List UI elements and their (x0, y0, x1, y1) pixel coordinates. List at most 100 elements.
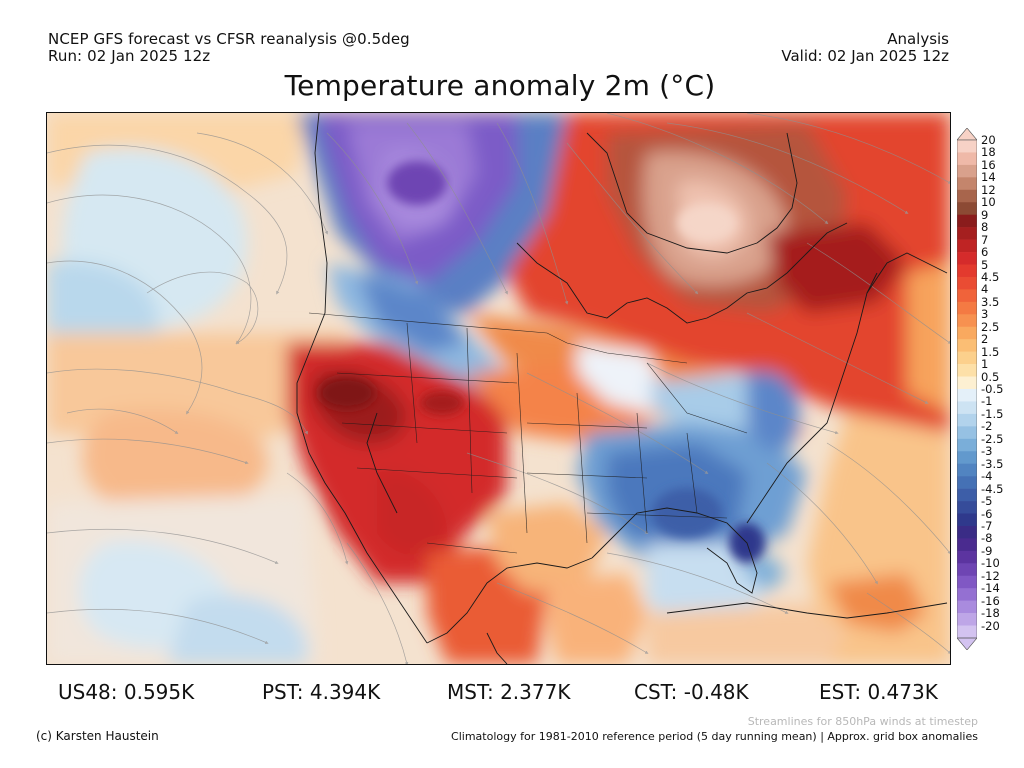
colorbar-swatch (957, 152, 977, 166)
colorbar-label: -16 (981, 593, 1000, 608)
colorbar-swatch (957, 501, 977, 514)
stat-pst: PST: 4.394K (262, 680, 381, 704)
colorbar-label: -1.5 (981, 406, 1004, 421)
colorbar-bottom-arrow (957, 637, 977, 650)
colorbar-swatch (957, 575, 977, 589)
anomaly-map (46, 112, 951, 665)
colorbar-label: 3 (981, 307, 989, 322)
colorbar-swatch (957, 426, 977, 440)
colorbar-swatch (957, 625, 977, 639)
colorbar-label: 2 (981, 332, 989, 347)
colorbar-swatch (957, 376, 977, 390)
colorbar-label: 18 (981, 145, 996, 160)
colorbar-label: -0.5 (981, 382, 1004, 396)
colorbar-label: 9 (981, 207, 989, 222)
colorbar-label: -8 (981, 531, 993, 546)
model-description: NCEP GFS forecast vs CFSR reanalysis @0.… (48, 30, 410, 48)
colorbar (957, 128, 977, 650)
colorbar-swatch (957, 252, 977, 265)
colorbar-label: -6 (981, 506, 993, 521)
colorbar-swatch (957, 227, 977, 240)
colorbar-swatch (957, 413, 977, 427)
colorbar-swatch (957, 214, 977, 228)
colorbar-label: -2 (981, 419, 993, 434)
colorbar-swatch (957, 513, 977, 527)
colorbar-swatch (957, 525, 977, 539)
streamlines-note: Streamlines for 850hPa winds at timestep (747, 715, 978, 728)
colorbar-swatch (957, 264, 977, 278)
colorbar-swatch (957, 239, 977, 253)
anomaly-map-svg (47, 113, 950, 664)
colorbar-label: -4.5 (981, 481, 1004, 496)
colorbar-label: -3.5 (981, 456, 1004, 471)
colorbar-swatch (957, 276, 977, 290)
colorbar-label: 2.5 (981, 319, 1000, 334)
colorbar-label: 12 (981, 182, 996, 197)
colorbar-swatch (957, 326, 977, 340)
colorbar-label: -7 (981, 518, 993, 533)
colorbar-swatch (957, 364, 977, 377)
colorbar-label: 7 (981, 232, 989, 247)
header-right: Analysis Valid: 02 Jan 2025 12z (781, 31, 949, 65)
colorbar-label: -5 (981, 494, 993, 509)
colorbar-swatch (957, 438, 977, 452)
colorbar-label: -3 (981, 444, 993, 459)
colorbar-swatch (957, 289, 977, 303)
stat-cst: CST: -0.48K (634, 680, 749, 704)
colorbar-swatch (957, 588, 977, 601)
stat-mst: MST: 2.377K (447, 680, 571, 704)
colorbar-swatch (957, 140, 977, 153)
colorbar-label: 1.5 (981, 344, 1000, 359)
colorbar-label: -18 (981, 606, 1000, 621)
colorbar-swatch (957, 488, 977, 502)
colorbar-swatch (957, 301, 977, 315)
colorbar-label: -20 (981, 618, 1000, 633)
colorbar-label: 3.5 (981, 294, 1000, 309)
colorbar-swatch (957, 164, 977, 178)
colorbar-swatch (957, 189, 977, 203)
colorbar-frame (957, 139, 977, 639)
colorbar-swatch (957, 563, 977, 577)
map-title: Temperature anomaly 2m (°C) (284, 69, 716, 102)
header-left: NCEP GFS forecast vs CFSR reanalysis @0.… (48, 31, 410, 65)
colorbar-swatch (957, 401, 977, 415)
colorbar-label: 5 (981, 257, 989, 272)
streamlines (47, 113, 950, 664)
colorbar-label: -9 (981, 543, 993, 558)
colorbar-label: -1 (981, 394, 993, 409)
colorbar-swatch (957, 550, 977, 564)
analysis-label: Analysis (887, 30, 949, 48)
colorbar-label: -12 (981, 568, 1000, 583)
colorbar-swatch (957, 613, 977, 626)
stat-est: EST: 0.473K (819, 680, 938, 704)
colorbar-swatch (957, 339, 977, 352)
regional-stats: US48: 0.595K PST: 4.394K MST: 2.377K CST… (0, 680, 1024, 706)
colorbar-label: -4 (981, 469, 993, 484)
colorbar-swatch (957, 389, 977, 402)
colorbar-label: 4.5 (981, 269, 1000, 284)
credit: (c) Karsten Haustein (36, 729, 159, 743)
colorbar-swatch (957, 177, 977, 191)
colorbar-swatch (957, 538, 977, 552)
colorbar-label: 4 (981, 282, 989, 297)
colorbar-label: 20 (981, 133, 996, 147)
colorbar-top-arrow (957, 128, 977, 141)
colorbar-label: -14 (981, 581, 1000, 596)
colorbar-swatch (957, 600, 977, 614)
colorbar-label: 8 (981, 220, 989, 235)
political-borders (308, 312, 748, 554)
colorbar-swatch (957, 202, 977, 215)
colorbar-label: -2.5 (981, 431, 1004, 446)
colorbar-label: 10 (981, 195, 996, 210)
run-time: Run: 02 Jan 2025 12z (48, 47, 211, 65)
colorbar-swatch (957, 351, 977, 365)
anomaly-detail (319, 161, 765, 563)
colorbar-swatch (957, 451, 977, 464)
stat-us48: US48: 0.595K (58, 680, 195, 704)
colorbar-label: 16 (981, 157, 996, 172)
colorbar-label: 0.5 (981, 369, 1000, 384)
colorbar-swatch (957, 314, 977, 328)
valid-time: Valid: 02 Jan 2025 12z (781, 47, 949, 65)
climatology-note: Climatology for 1981-2010 reference peri… (451, 730, 978, 743)
